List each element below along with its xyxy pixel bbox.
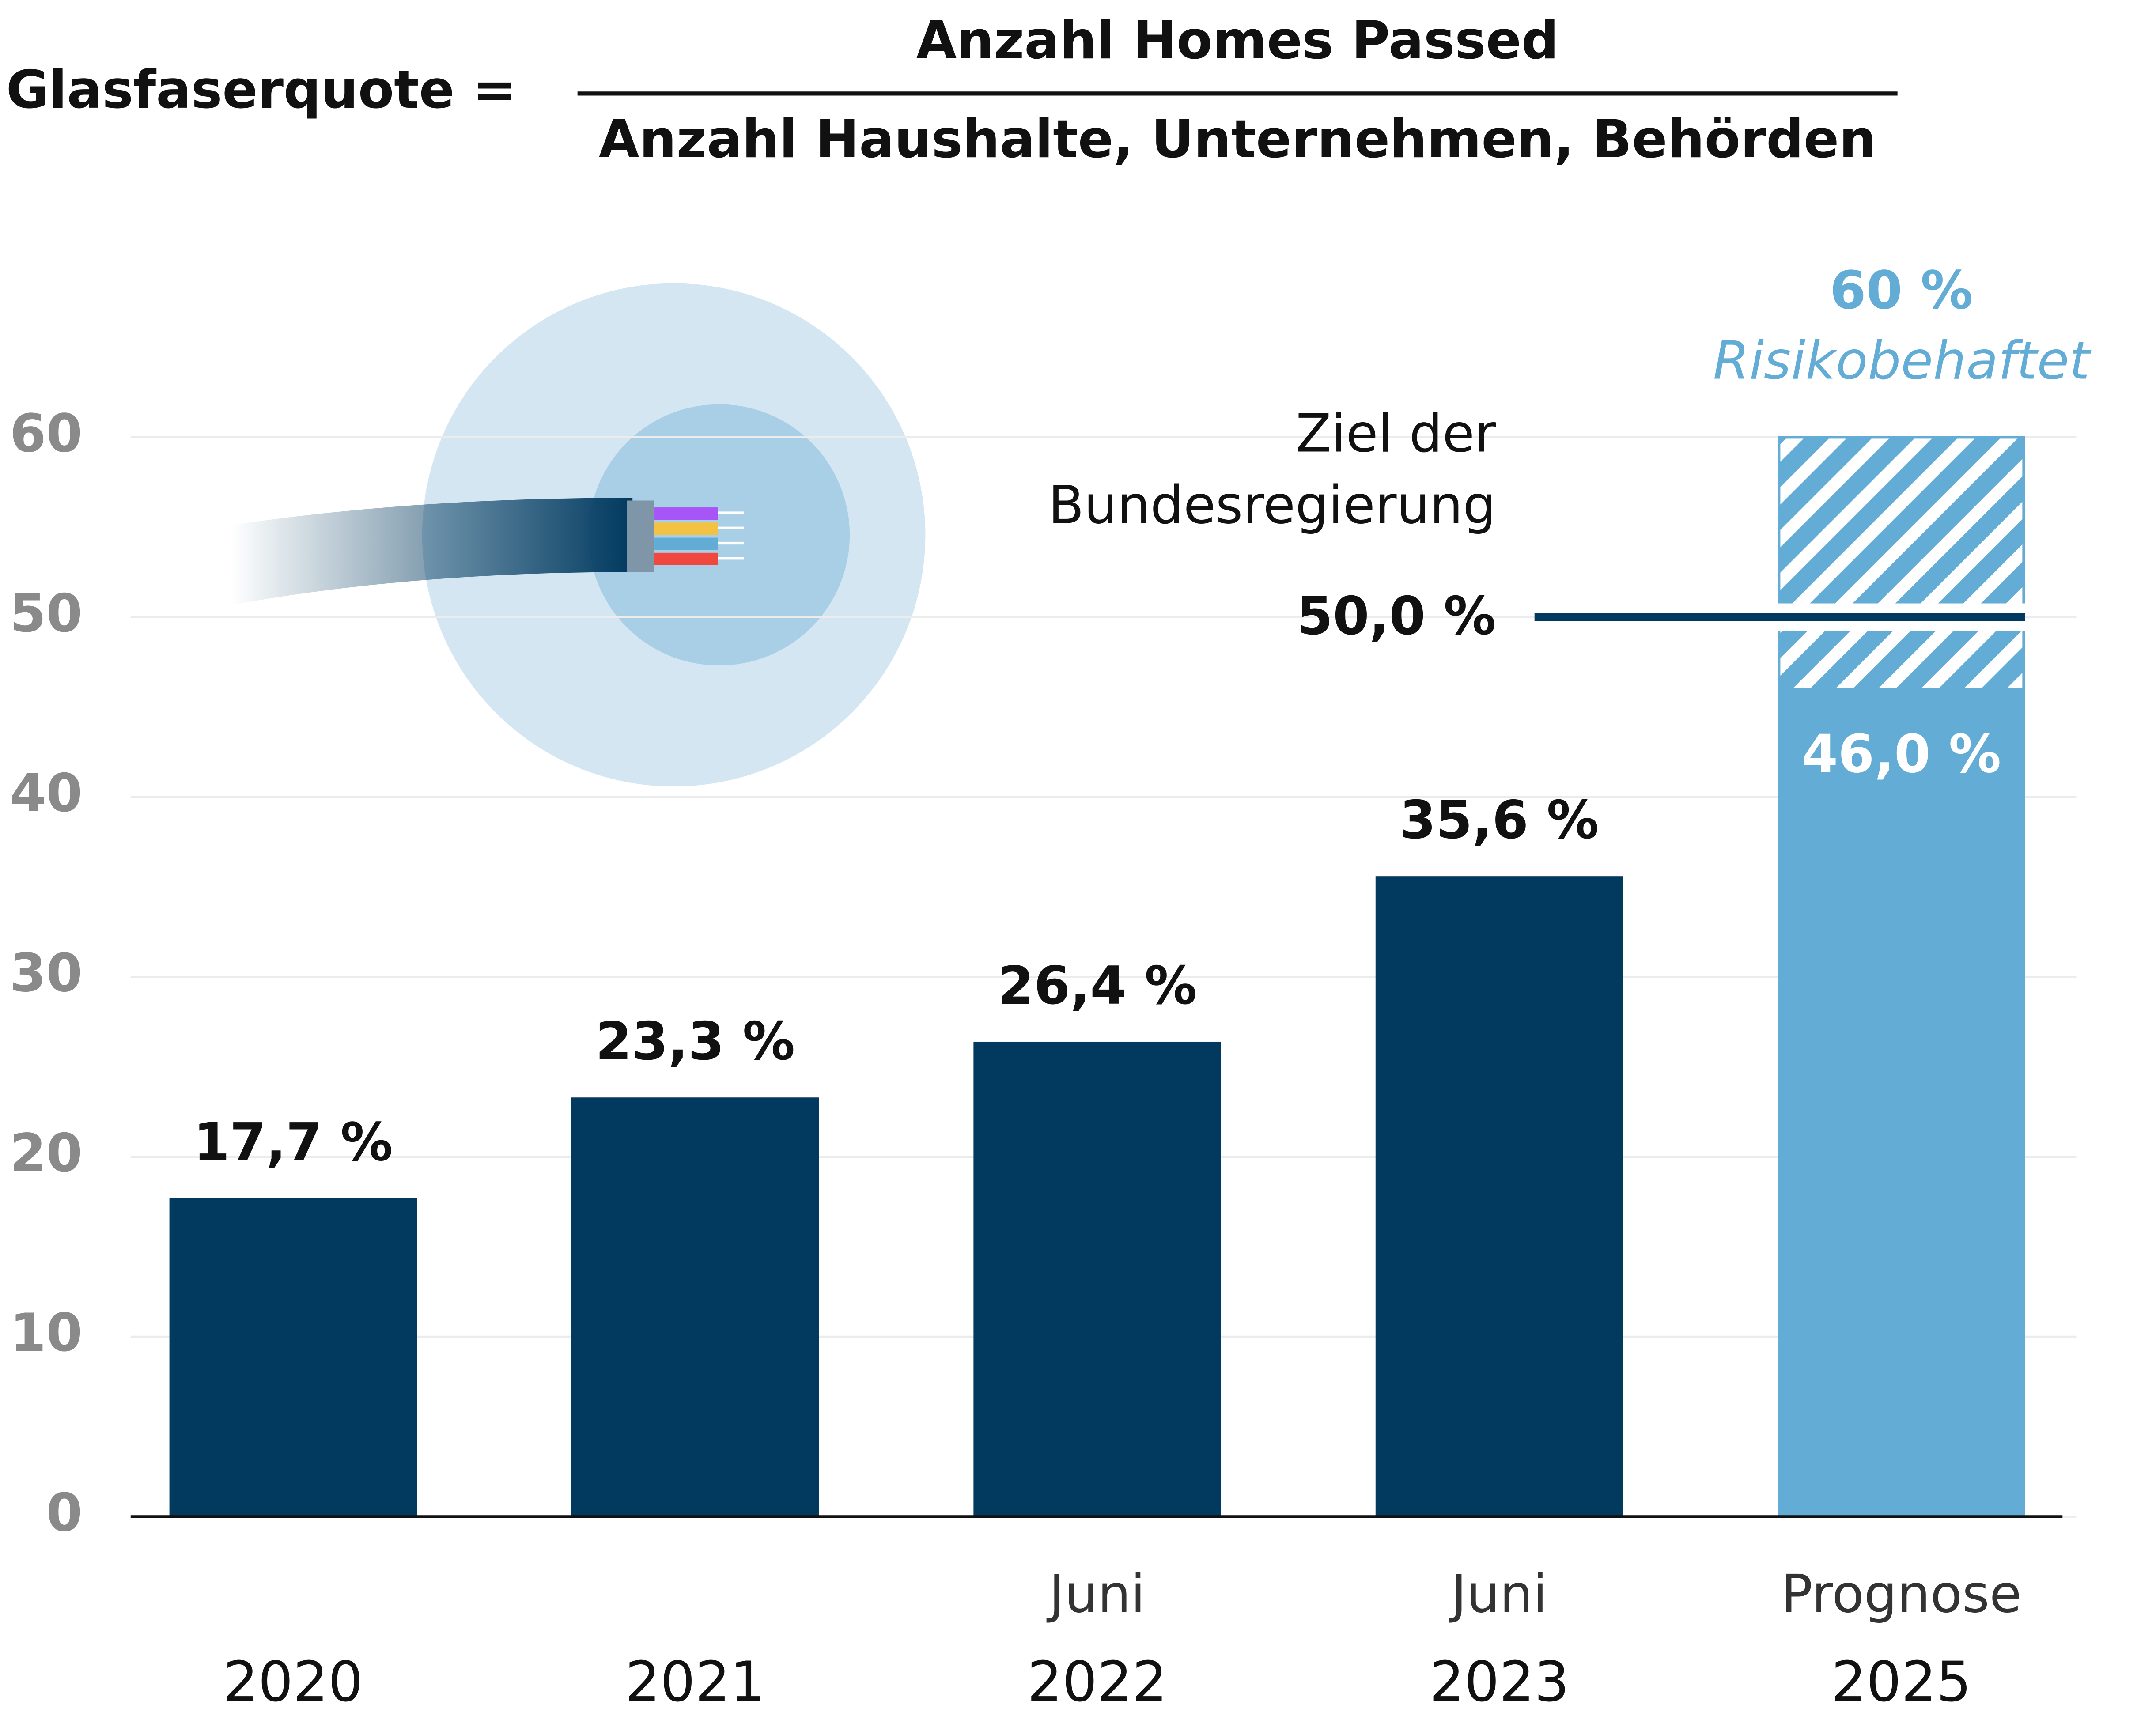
page: {"chart_data": { "type": "bar", "formula…	[0, 0, 2156, 1716]
target-label: 50,0 %	[1297, 586, 1496, 646]
bar	[170, 1198, 417, 1516]
x-tick-label: 2021	[625, 1650, 765, 1714]
x-tick-note: Juni	[1046, 1563, 1146, 1624]
chart: Glasfaserquote = Anzahl Homes Passed Anz…	[0, 0, 2156, 1716]
x-tick-note: Juni	[1448, 1563, 1547, 1624]
fiber-icon	[231, 283, 925, 787]
y-tick-label: 10	[10, 1302, 83, 1363]
bar	[1778, 689, 2025, 1517]
y-tick-label: 50	[10, 583, 83, 644]
value-label: 46,0 %	[1802, 723, 2001, 784]
value-label: 35,6 %	[1400, 790, 1599, 850]
x-tick-label: 2025	[1831, 1650, 1971, 1714]
formula-denominator: Anzahl Haushalte, Unternehmen, Behörden	[599, 109, 1876, 170]
value-label: 23,3 %	[595, 1011, 795, 1072]
formula-numerator: Anzahl Homes Passed	[916, 10, 1559, 71]
target-text: Bundesregierung	[1048, 474, 1496, 535]
value-label: 17,7 %	[193, 1111, 393, 1172]
x-tick-label: 2020	[223, 1650, 363, 1714]
risk-label: 60 %	[1830, 260, 1973, 321]
y-tick-label: 40	[10, 763, 83, 824]
x-tick-note: Prognose	[1781, 1563, 2022, 1624]
target-text: Ziel der	[1296, 403, 1496, 464]
formula-lhs: Glasfaserquote =	[6, 59, 516, 120]
y-tick-label: 20	[10, 1123, 83, 1183]
risk-segment	[1779, 437, 2024, 689]
bar	[973, 1042, 1221, 1516]
bar	[1376, 876, 1623, 1516]
y-tick-label: 0	[46, 1482, 82, 1543]
bar	[571, 1097, 819, 1516]
x-tick-label: 2022	[1027, 1650, 1167, 1714]
y-tick-label: 30	[10, 943, 83, 1004]
y-tick-label: 60	[10, 403, 83, 464]
risk-note: Risikobehaftet	[1713, 330, 2092, 391]
value-label: 26,4 %	[998, 955, 1197, 1016]
x-tick-label: 2023	[1430, 1650, 1570, 1714]
